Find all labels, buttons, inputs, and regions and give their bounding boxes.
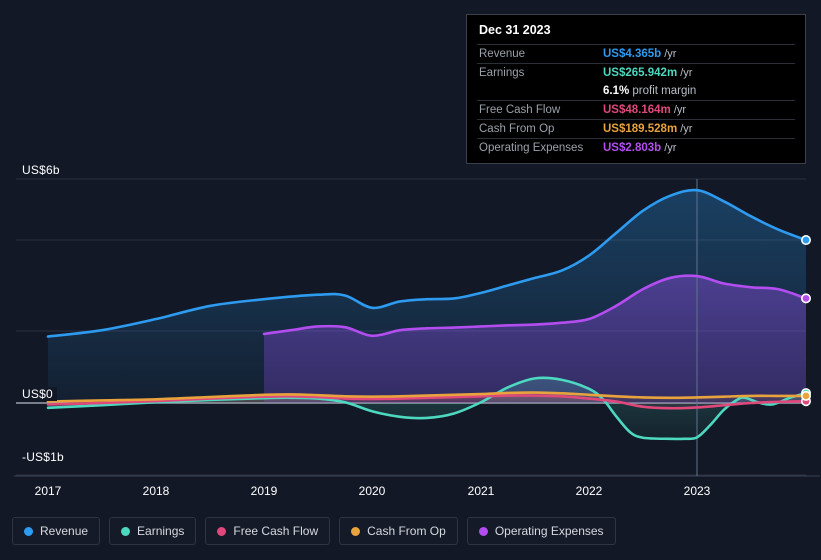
tooltip-row-key: Cash From Op bbox=[477, 119, 601, 139]
legend-item-revenue[interactable]: Revenue bbox=[12, 517, 101, 545]
x-axis-tick-label: 2020 bbox=[358, 484, 386, 498]
legend-color-dot-icon bbox=[24, 526, 33, 536]
tooltip-row: Earnings US$265.942m /yr bbox=[477, 63, 795, 82]
legend-item-label: Free Cash Flow bbox=[233, 524, 319, 538]
y-axis-tick-label: -US$1b bbox=[22, 450, 68, 464]
endpoint-marker-cash-from-op[interactable] bbox=[800, 390, 811, 401]
legend-item-cash-from-op[interactable]: Cash From Op bbox=[339, 517, 458, 545]
tooltip-row-value: US$265.942m /yr bbox=[601, 63, 795, 82]
series-lines bbox=[46, 188, 808, 441]
tooltip-row: Operating Expenses US$2.803b /yr bbox=[477, 138, 795, 157]
legend-item-label: Revenue bbox=[40, 524, 89, 538]
tooltip-row: 6.1% profit margin bbox=[477, 82, 795, 101]
tooltip-row-value: 6.1% profit margin bbox=[601, 82, 795, 101]
x-axis-tick-label: 2017 bbox=[34, 484, 62, 498]
tooltip-profit-margin-label: profit margin bbox=[629, 85, 697, 97]
y-axis-tick-label: US$0 bbox=[22, 387, 57, 401]
tooltip-row-value: US$189.528m /yr bbox=[601, 119, 795, 139]
series-line-operating-expenses[interactable] bbox=[262, 274, 808, 338]
legend-color-dot-icon bbox=[478, 526, 488, 536]
tooltip-metric-unit: /yr bbox=[677, 123, 693, 135]
tooltip-metric-value: US$189.528m bbox=[603, 123, 678, 135]
tooltip-metric-unit: /yr bbox=[661, 48, 677, 60]
tooltip-row-key bbox=[477, 82, 601, 101]
tooltip-date: Dec 31 2023 bbox=[479, 23, 551, 37]
tooltip-row-key: Operating Expenses bbox=[477, 138, 601, 157]
x-axis-tick-label: 2018 bbox=[142, 484, 170, 498]
tooltip-row-value: US$4.365b /yr bbox=[601, 44, 795, 64]
tooltip-metric-unit: /yr bbox=[670, 104, 687, 116]
chart-tooltip: Dec 31 2023 Revenue US$4.365b /yr Earnings… bbox=[466, 14, 806, 164]
tooltip-row-value: US$2.803b /yr bbox=[601, 138, 795, 157]
tooltip-row-key: Earnings bbox=[477, 63, 601, 82]
tooltip-row: Revenue US$4.365b /yr bbox=[477, 44, 795, 64]
tooltip-metric-unit: /yr bbox=[661, 142, 677, 154]
series-endpoint-markers bbox=[800, 235, 811, 407]
tooltip-row: Cash From Op US$189.528m /yr bbox=[477, 119, 795, 139]
legend-item-free-cash-flow[interactable]: Free Cash Flow bbox=[205, 517, 331, 545]
x-axis-tick-label: 2019 bbox=[250, 484, 278, 498]
tooltip-metric-value: US$4.365b bbox=[603, 48, 662, 60]
series-line-earnings[interactable] bbox=[46, 376, 808, 441]
series-area-operating-expenses bbox=[264, 275, 806, 403]
series-line-cash-from-op[interactable] bbox=[46, 391, 808, 403]
legend-color-dot-icon bbox=[121, 526, 131, 536]
legend-item-label: Earnings bbox=[137, 524, 185, 538]
x-axis-tick-label: 2023 bbox=[683, 484, 711, 498]
series-line-free-cash-flow[interactable] bbox=[46, 394, 808, 410]
tooltip-row-key: Revenue bbox=[477, 44, 601, 64]
x-axis-tick-label: 2022 bbox=[575, 484, 603, 498]
legend-item-earnings[interactable]: Earnings bbox=[109, 517, 197, 545]
endpoint-marker-revenue[interactable] bbox=[800, 235, 811, 246]
tooltip-metric-value: US$2.803b bbox=[603, 142, 662, 154]
tooltip-row-key: Free Cash Flow bbox=[477, 100, 601, 120]
series-area-earnings bbox=[48, 377, 806, 440]
legend-item-label: Operating Expenses bbox=[494, 524, 604, 538]
y-axis-tick-label: US$6b bbox=[22, 163, 64, 177]
tooltip-metric-value: US$265.942m bbox=[603, 67, 678, 79]
legend-color-dot-icon bbox=[217, 526, 227, 536]
series-line-revenue[interactable] bbox=[46, 188, 808, 338]
legend-item-label: Cash From Op bbox=[367, 524, 446, 538]
tooltip-row-value: US$48.164m /yr bbox=[601, 100, 795, 120]
tooltip-metric-value: US$48.164m bbox=[603, 104, 671, 116]
legend-item-operating-expenses[interactable]: Operating Expenses bbox=[466, 517, 616, 545]
chart-legend[interactable]: Revenue Earnings Free Cash Flow Cash From O… bbox=[12, 517, 616, 545]
tooltip-table: Revenue US$4.365b /yr Earnings US$265.942m … bbox=[477, 44, 795, 157]
tooltip-profit-margin-value: 6.1% bbox=[603, 85, 630, 97]
endpoint-marker-operating-expenses[interactable] bbox=[800, 293, 811, 304]
x-axis-tick-label: 2021 bbox=[467, 484, 495, 498]
legend-color-dot-icon bbox=[351, 526, 361, 536]
tooltip-row: Free Cash Flow US$48.164m /yr bbox=[477, 100, 795, 120]
tooltip-metric-unit: /yr bbox=[677, 67, 693, 79]
